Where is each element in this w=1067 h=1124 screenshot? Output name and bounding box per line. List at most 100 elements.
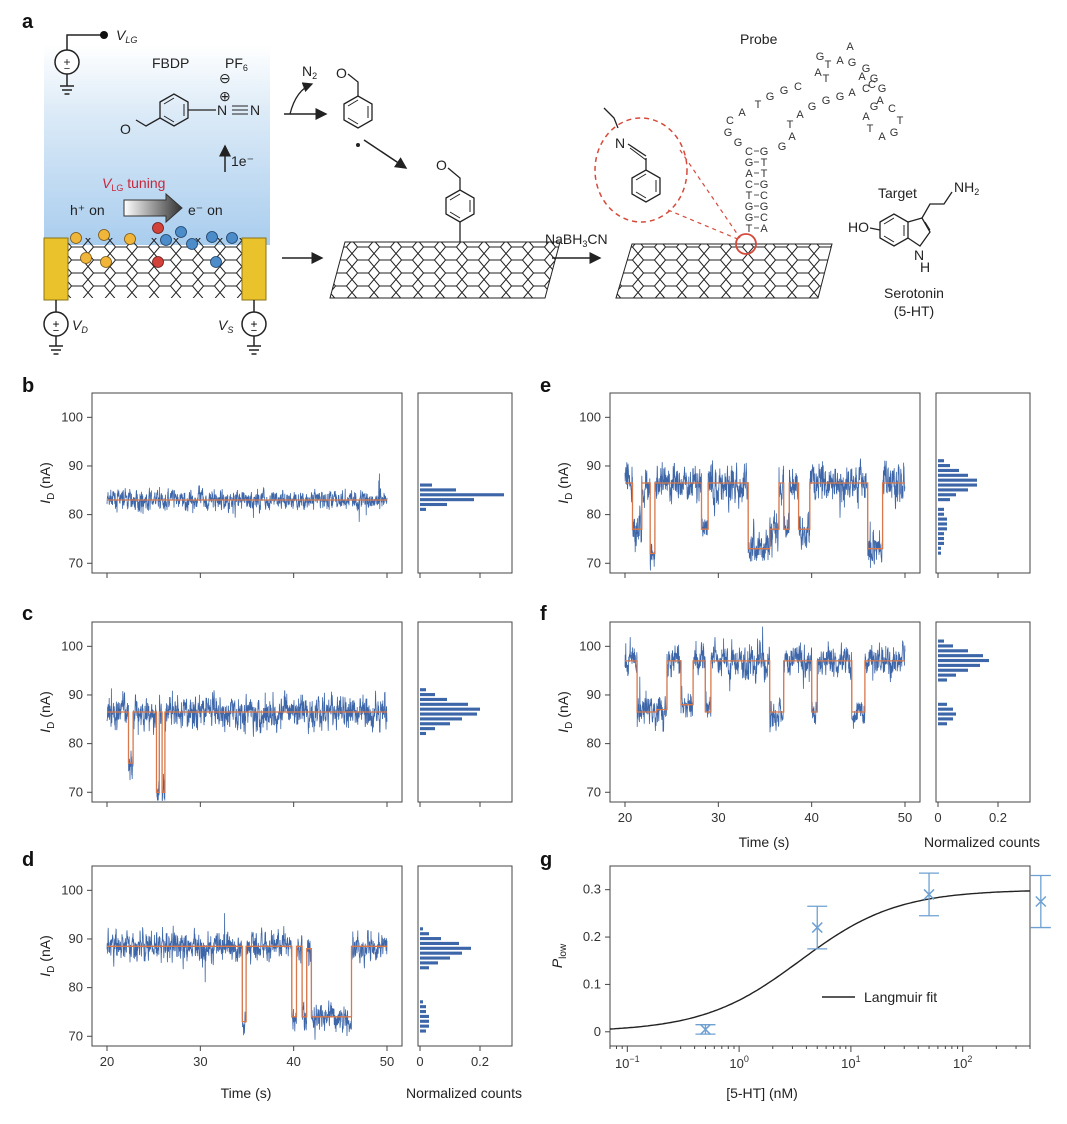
g-y-tick-label-0: 0 xyxy=(594,1024,601,1039)
hist-bar-d-3 xyxy=(420,1014,429,1018)
dna-stem-right-6: T xyxy=(761,157,768,169)
time-axis-label-d: Time (s) xyxy=(221,1085,272,1101)
chart-f: 70 80 90 100 20 30 40 50 0 0.2 ID (nA) xyxy=(555,621,1031,825)
ho-label: HO xyxy=(848,219,869,235)
y-tick-label-e-80: 80 xyxy=(587,507,601,522)
diazonium-n: N xyxy=(217,102,227,118)
trace-line-c xyxy=(106,688,388,801)
source-voltage-source: + − VS xyxy=(218,300,267,355)
fit-line-e xyxy=(625,482,905,555)
drain-electrode xyxy=(43,237,69,301)
y-tick-label-c-70: 70 xyxy=(69,784,83,799)
hist-bar-e-4 xyxy=(938,532,944,536)
trace-frame-c xyxy=(91,621,403,803)
hist-bar-b-4 xyxy=(420,488,456,492)
dna-stem-left-0: T xyxy=(746,223,753,235)
hist-bar-e-17 xyxy=(938,464,950,468)
hist-bar-d-15 xyxy=(420,927,423,931)
dna-right-loop-1: C xyxy=(888,103,896,115)
g-y-tick-label-0.2: 0.2 xyxy=(583,929,601,944)
y-tick-label-b-70: 70 xyxy=(69,555,83,570)
y-tick-label-b-90: 90 xyxy=(69,458,83,473)
chart-b: 70 80 90 100 ID (nA) xyxy=(37,392,513,578)
dna-top-loop-7: C xyxy=(868,79,876,91)
hist-bar-b-3 xyxy=(420,493,504,497)
x-tick-label-f-50: 50 xyxy=(898,810,912,825)
hist-bar-d-2 xyxy=(420,1019,429,1023)
vlg-tuning-text: tuning xyxy=(123,175,165,191)
dna-right-loop-5: T xyxy=(867,123,874,135)
dna-right-loop-4: A xyxy=(878,131,886,143)
counts-axis-label-d: Normalized counts xyxy=(406,1085,522,1101)
hist-bar-b-2 xyxy=(420,498,474,502)
svg-text:NaBH3CN: NaBH3CN xyxy=(545,231,608,249)
svg-text:−: − xyxy=(53,325,59,337)
hist-bar-b-0 xyxy=(420,507,426,511)
g-point-0 xyxy=(699,1023,711,1035)
panel-label-f: f xyxy=(540,603,547,625)
hist-bar-f-2 xyxy=(938,712,956,716)
hist-tick-label-d-0.2: 0.2 xyxy=(471,1054,489,1069)
dna-top-loop-2: A xyxy=(836,55,844,67)
electron-label: 1e⁻ xyxy=(231,153,254,169)
x-tick-label-d-20: 20 xyxy=(100,1054,114,1069)
vlg-tuning-v: V xyxy=(102,175,113,191)
hist-bar-d-0 xyxy=(420,1029,426,1033)
plus-charge-icon: ⊕ xyxy=(219,88,231,104)
dna-top-loop-6: G xyxy=(878,83,887,95)
g-y-tick-label-0.3: 0.3 xyxy=(583,882,601,897)
fbdp-molecule: FBDP PF6 ⊖ ⊕ O N N xyxy=(120,55,260,137)
dna-stem-left-1: G xyxy=(745,212,754,224)
hist-bar-e-2 xyxy=(938,541,944,545)
svg-text:N2: N2 xyxy=(302,63,317,81)
y-tick-label-c-100: 100 xyxy=(61,638,83,653)
trace-frame-f xyxy=(609,621,921,803)
hist-bar-f-12 xyxy=(938,644,953,648)
hist-frame-d xyxy=(417,865,513,1047)
reducer-sub: 3 xyxy=(582,239,587,249)
serotonin-abbr: (5-HT) xyxy=(894,303,934,319)
minus-charge-icon: ⊖ xyxy=(219,70,231,86)
hist-bar-f-3 xyxy=(938,707,953,711)
fbdp-label: FBDP xyxy=(152,55,189,71)
dna-top-loop-8: A xyxy=(858,71,866,83)
hist-bar-c-9 xyxy=(420,688,426,692)
dna-stem-left-2: G xyxy=(745,201,754,213)
y-tick-label-c-80: 80 xyxy=(69,736,83,751)
hist-bar-e-18 xyxy=(938,459,944,463)
dna-loop-right-8: C xyxy=(862,83,870,95)
hist-bar-b-1 xyxy=(420,502,447,507)
dna-stem-left-4: C xyxy=(745,179,753,191)
hist-frame-b xyxy=(417,392,513,574)
dna-top-loop-5: G xyxy=(870,73,879,85)
panel-a: a + − VLG FBDP PF6 ⊖ ⊕ O N N xyxy=(22,11,979,355)
trace-line-e xyxy=(624,458,906,571)
dna-loop-left-6: G xyxy=(780,85,789,97)
svg-text:−: − xyxy=(64,63,70,75)
hist-bar-f-10 xyxy=(938,654,983,658)
hist-bar-f-1 xyxy=(938,717,953,721)
svg-text:−: − xyxy=(251,325,257,337)
dna-loop-left-3: A xyxy=(738,107,746,119)
g-frame xyxy=(609,865,1031,1047)
hist-bar-c-2 xyxy=(420,722,450,726)
y-axis-label-d: ID (nA) xyxy=(37,935,57,976)
hist-tick-label-f-0: 0 xyxy=(934,810,941,825)
hist-bar-d-10 xyxy=(420,951,462,955)
x-tick-label-d-40: 40 xyxy=(286,1054,300,1069)
dna-stem-left-5: A xyxy=(745,168,753,180)
nh2-label: NH xyxy=(954,179,974,195)
hist-bar-e-9 xyxy=(938,507,944,511)
tuning-arrow-icon xyxy=(123,192,183,224)
hist-bar-d-6 xyxy=(420,1000,423,1004)
y-tick-label-e-100: 100 xyxy=(579,409,601,424)
hist-bar-c-8 xyxy=(420,693,435,697)
y-tick-label-d-80: 80 xyxy=(69,980,83,995)
hist-bar-f-6 xyxy=(938,673,956,677)
svg-text:+: + xyxy=(52,317,59,331)
trace-line-f xyxy=(624,626,906,733)
fit-line-d xyxy=(107,945,387,1023)
hist-bar-f-13 xyxy=(938,639,944,643)
svg-text:+: + xyxy=(250,317,257,331)
hist-bar-e-7 xyxy=(938,517,947,521)
